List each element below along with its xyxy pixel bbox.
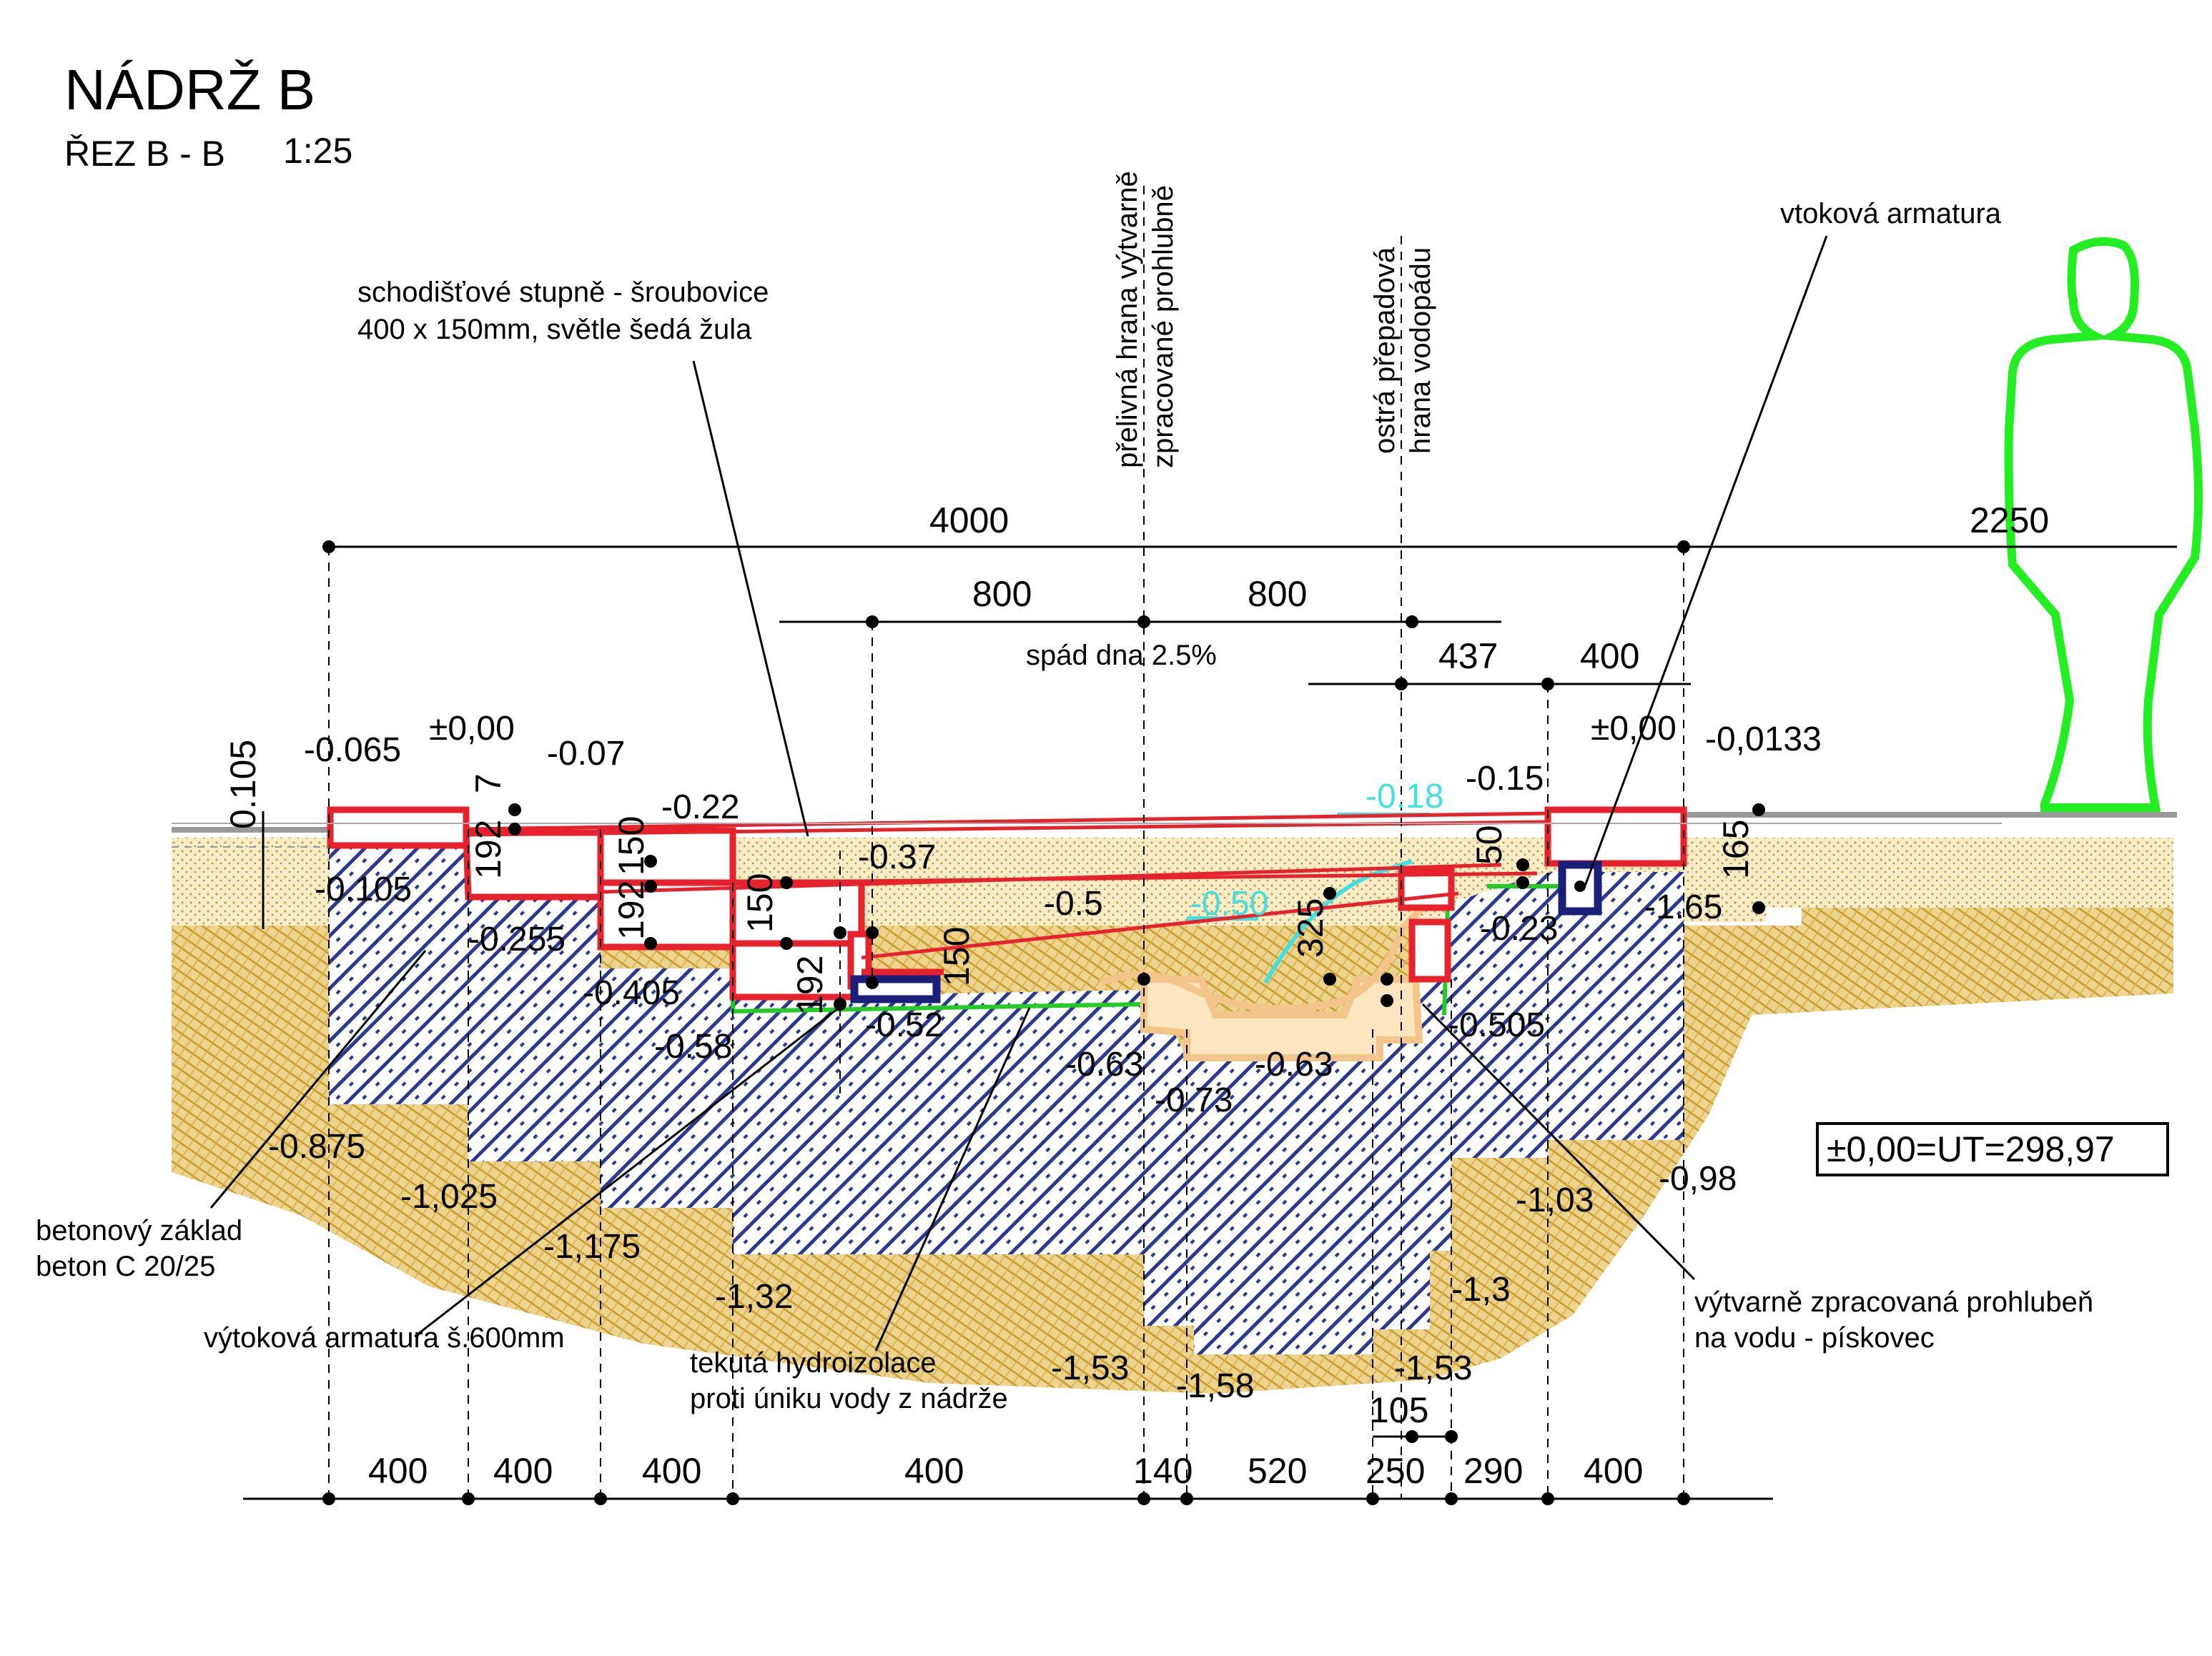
elev-13: -1,3 xyxy=(1451,1271,1511,1309)
elev-15: -0.15 xyxy=(1466,760,1544,798)
dim-mid-right: 800 xyxy=(1248,574,1307,614)
step-1 xyxy=(327,806,470,849)
dim-bottom-3: 400 xyxy=(642,1451,701,1491)
elev-103: -1,03 xyxy=(1516,1181,1594,1219)
dim-437: 437 xyxy=(1438,636,1498,676)
reference-note-box: ±0,00=UT=298,97 xyxy=(1816,1122,2169,1176)
vdim-50: 50 xyxy=(1469,825,1509,865)
cover-lines xyxy=(468,811,1549,960)
dim-overall: 4000 xyxy=(929,500,1009,540)
section-name: ŘEZ B - B xyxy=(64,134,225,174)
dim-bottom-2: 400 xyxy=(493,1451,553,1491)
elev-505: -0.505 xyxy=(1448,1006,1545,1044)
note-waterproof-2: proti úniku vody z nádrže xyxy=(690,1383,1008,1414)
leader-lines xyxy=(209,235,1828,1352)
reference-note: ±0,00=UT=298,97 xyxy=(1827,1129,2115,1169)
sandstone-curve xyxy=(1100,905,1426,1013)
vdim-325: 325 xyxy=(1290,898,1330,958)
elev-07: -0.07 xyxy=(547,735,625,773)
elev-875: -0.875 xyxy=(268,1128,365,1166)
bottom-dimensions: 400 400 400 400 140 520 250 290 400 105 xyxy=(368,1390,1643,1491)
elev-22: -0.22 xyxy=(661,788,739,826)
note-sharp-edge-2: hrana vodopádu xyxy=(1405,247,1436,454)
elev-000-right: ±0,00 xyxy=(1591,710,1677,748)
elev-132: -1,32 xyxy=(715,1278,793,1316)
note-outlet: výtoková armatura š.600mm xyxy=(204,1322,565,1354)
dim-right: 2250 xyxy=(1970,500,2049,540)
dimension-dots xyxy=(322,540,1765,1505)
note-slope: spád dna 2.5% xyxy=(1026,640,1217,671)
human-figure xyxy=(2004,237,2203,812)
title-block: NÁDRŽ B ŘEZ B - B 1:25 xyxy=(64,58,352,174)
elev-153a: -1,53 xyxy=(1051,1349,1129,1387)
elev-63b: -0.63 xyxy=(1255,1046,1333,1084)
dim-mid-left: 800 xyxy=(972,574,1032,614)
elev-50: -0.50 xyxy=(1190,885,1268,923)
note-stairs-1: schodišťové stupně - šroubovice xyxy=(357,277,769,308)
vdim-0105: 0.105 xyxy=(223,740,263,829)
note-waterproof-1: tekutá hydroizolace xyxy=(690,1347,937,1379)
elev-23: -0.23 xyxy=(1480,910,1558,948)
drawing-scale: 1:25 xyxy=(283,131,352,171)
vdim-150b: 150 xyxy=(740,873,780,933)
note-overflow-2: zpracované prohlubně xyxy=(1147,185,1179,468)
vdim-192c: 192 xyxy=(790,956,830,1015)
elev-158: -1,58 xyxy=(1176,1367,1254,1405)
dim-bottom-8: 290 xyxy=(1463,1451,1523,1491)
step-right-top xyxy=(1544,806,1687,867)
elev-0133: -0,0133 xyxy=(1705,720,1822,758)
elevation-labels: -0.065 ±0,00 -0.07 -0.22 -0.37 -0.5 -0.1… xyxy=(268,710,1822,1405)
note-inlet: vtoková armatura xyxy=(1780,198,2002,229)
elev-1025: -1,025 xyxy=(400,1178,498,1216)
elev-098: -0,98 xyxy=(1659,1160,1737,1198)
elev-065: -0.065 xyxy=(304,731,401,769)
elev-5: -0.5 xyxy=(1044,885,1103,923)
dim-400: 400 xyxy=(1580,636,1639,676)
note-foundation-2: beton C 20/25 xyxy=(36,1251,215,1282)
elev-73: -0.73 xyxy=(1155,1081,1233,1119)
dim-bottom-9: 400 xyxy=(1584,1451,1643,1491)
dim-bottom-1: 400 xyxy=(368,1451,428,1491)
vdim-192a: 192 xyxy=(468,820,508,879)
vdim-165: 165 xyxy=(1716,820,1756,879)
cover-line-1 xyxy=(468,811,1549,831)
note-depression-1: výtvarně zpracovaná prohlubeň xyxy=(1694,1286,2093,1318)
vertical-dimensions: 0.105 7 192 150 192 150 192 150 325 50 1… xyxy=(223,740,1756,1015)
elev-63a: -0.63 xyxy=(1065,1046,1143,1084)
elev-000-left: ±0,00 xyxy=(429,710,515,748)
cover-line-4 xyxy=(732,871,1538,885)
elev-18: -0.18 xyxy=(1366,778,1443,815)
vdim-150c: 150 xyxy=(937,927,977,986)
concrete-foundation xyxy=(329,847,1684,1354)
note-stairs-2: 400 x 150mm, světle šedá žula xyxy=(357,314,752,345)
elev-1175: -1,175 xyxy=(543,1228,641,1266)
note-overflow-1: přelivná hrana výtvarně xyxy=(1112,171,1143,468)
top-dimensions: 4000 2250 800 800 437 400 xyxy=(929,500,2049,676)
elev-52: -0.52 xyxy=(865,1006,943,1044)
step-right-low xyxy=(1408,918,1451,983)
vdim-192b: 192 xyxy=(611,881,651,940)
vdim-7: 7 xyxy=(468,773,508,793)
elev-37: -0.37 xyxy=(858,838,936,876)
elev-58: -0.58 xyxy=(654,1028,732,1066)
note-sharp-edge-1: ostrá přepadová xyxy=(1369,247,1401,454)
vdim-150a: 150 xyxy=(611,816,651,876)
cover-line-5 xyxy=(861,891,1459,960)
dim-bottom-6: 520 xyxy=(1248,1451,1307,1491)
elev-105: -0.105 xyxy=(315,871,412,908)
dim-bottom-4: 400 xyxy=(904,1451,964,1491)
elev-405: -0.405 xyxy=(583,974,680,1012)
elev-165: -1.65 xyxy=(1644,888,1722,926)
annotations: schodišťové stupně - šroubovice 400 x 15… xyxy=(36,171,2093,1414)
note-foundation-1: betonový základ xyxy=(36,1215,242,1246)
dim-bottom-5: 140 xyxy=(1133,1451,1193,1491)
note-depression-2: na vodu - pískovec xyxy=(1694,1322,1935,1354)
dim-105: 105 xyxy=(1369,1390,1428,1430)
elev-153b: -1,53 xyxy=(1394,1349,1472,1387)
dim-bottom-7: 250 xyxy=(1366,1451,1425,1491)
elev-255: -0.255 xyxy=(468,921,566,958)
drawing-title: NÁDRŽ B xyxy=(64,58,315,122)
